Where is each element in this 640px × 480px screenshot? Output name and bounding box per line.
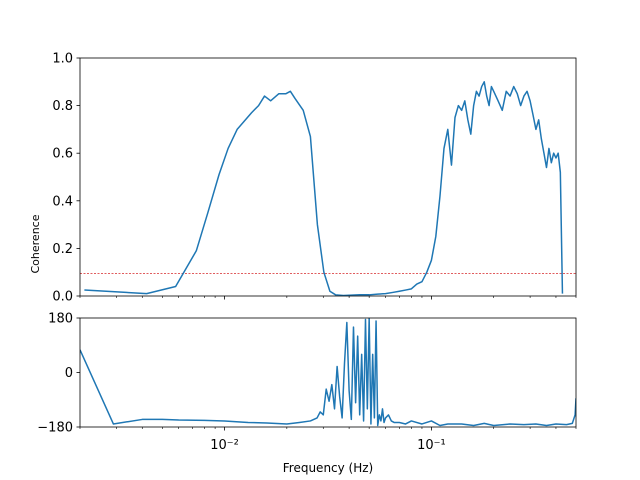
y-tick-label: 1.0 — [52, 52, 73, 67]
coherence-panel: 0.0 0.2 0.4 0.6 0.8 1.0 Coherence — [29, 52, 577, 305]
y-tick-label: 0 — [65, 366, 73, 381]
x-tick-label: 10⁻¹ — [417, 438, 446, 453]
frequency-x-axis-label: Frequency (Hz) — [283, 461, 374, 475]
y-tick-label: −180 — [37, 421, 73, 436]
y-tick-label: 0.4 — [52, 194, 73, 209]
coherence-y-axis-label: Coherence — [29, 214, 42, 273]
coherence-series-line — [84, 81, 564, 296]
y-tick-label: 0.2 — [52, 242, 73, 257]
x-tick-label: 10⁻² — [210, 438, 239, 453]
phase-x-ticks: 10⁻² 10⁻¹ — [79, 427, 577, 453]
coherence-axes-frame — [79, 57, 577, 297]
coherence-x-ticks — [79, 296, 577, 300]
y-tick-label: 0.0 — [52, 290, 73, 305]
y-tick-label: 0.6 — [52, 147, 73, 162]
y-tick-label: 180 — [48, 312, 73, 327]
phase-series-line — [80, 318, 576, 427]
coherence-y-ticks: 0.0 0.2 0.4 0.6 0.8 1.0 — [52, 52, 80, 305]
phase-panel: −180 0 180 10⁻² 10⁻¹ Frequency (Hz) — [37, 312, 577, 475]
y-tick-label: 0.8 — [52, 99, 73, 114]
phase-y-ticks: −180 0 180 — [37, 312, 80, 436]
